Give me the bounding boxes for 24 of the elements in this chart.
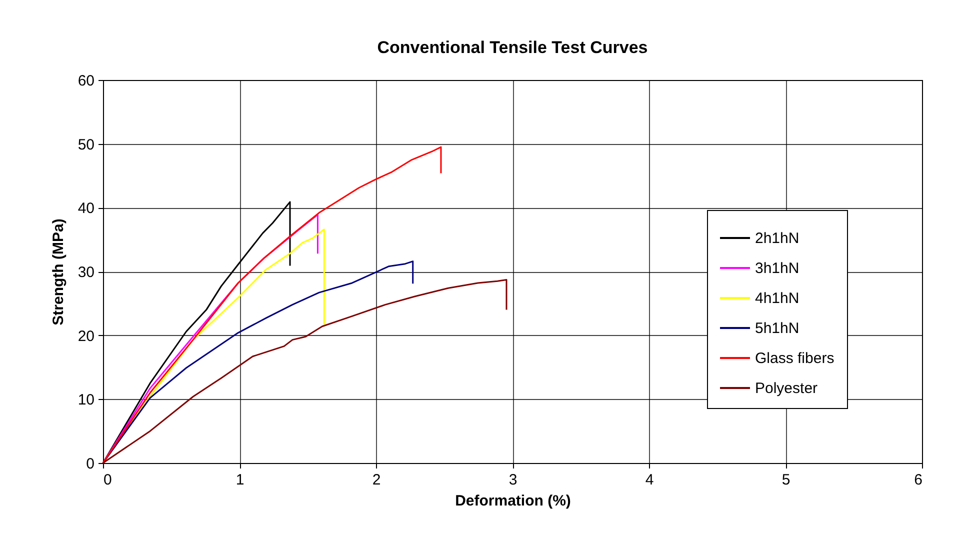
y-tick-label: 60 bbox=[78, 72, 94, 90]
x-tick-label: 1 bbox=[236, 472, 244, 488]
y-axis-title: Strength (MPa) bbox=[50, 218, 67, 326]
y-tick-label: 30 bbox=[78, 264, 94, 281]
x-tick-label: 6 bbox=[914, 472, 922, 488]
x-tick-label: 2 bbox=[372, 472, 381, 488]
x-tick-label: 0 bbox=[104, 472, 112, 488]
line-series bbox=[102, 279, 508, 464]
x-tick-label: 3 bbox=[508, 472, 518, 488]
y-tick-label: 10 bbox=[78, 392, 94, 409]
x-tick-label: 5 bbox=[782, 472, 790, 488]
legend-label: Glass fibers bbox=[755, 350, 834, 367]
y-tick-label: 0 bbox=[86, 456, 94, 472]
legend-label: 2h1hN bbox=[755, 230, 800, 247]
y-tick-label: 20 bbox=[78, 328, 94, 345]
x-axis-title: Deformation (%) bbox=[455, 492, 571, 510]
y-tick-label: 50 bbox=[78, 136, 94, 154]
x-tick-label: 4 bbox=[645, 472, 654, 488]
chart-title: Conventional Tensile Test Curves bbox=[377, 38, 648, 57]
legend-label: 4h1hN bbox=[755, 290, 800, 307]
legend-label: Polyester bbox=[755, 380, 818, 397]
legend-label: 3h1hN bbox=[755, 260, 800, 277]
y-tick-label: 40 bbox=[78, 200, 94, 218]
legend-label: 5h1hN bbox=[755, 320, 800, 337]
